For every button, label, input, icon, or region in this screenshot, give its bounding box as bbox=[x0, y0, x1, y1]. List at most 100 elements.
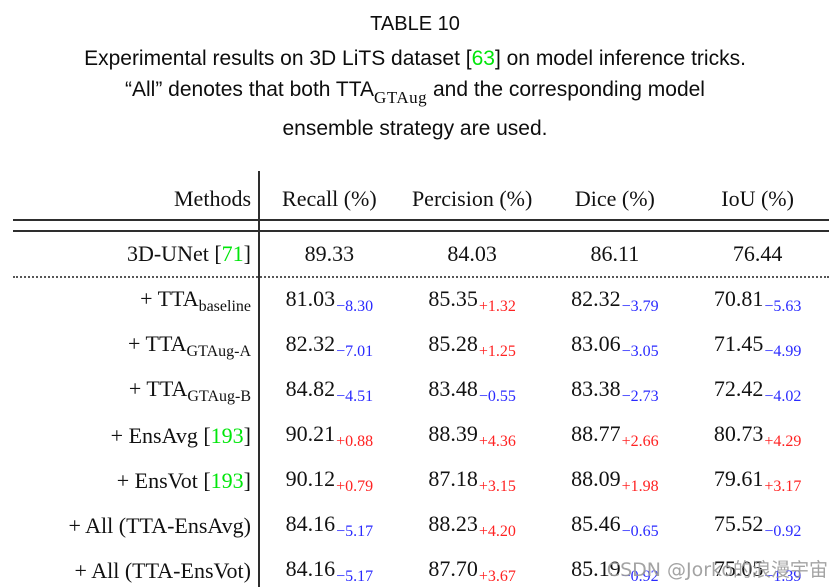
col-header-dice: Dice (%) bbox=[574, 186, 655, 211]
citation-ref: 71 bbox=[221, 241, 244, 266]
delta-value: +3.17 bbox=[764, 477, 802, 495]
delta-value: +1.98 bbox=[621, 477, 659, 495]
metric-value: 89.33 bbox=[304, 241, 355, 266]
metric-cell: 82.32−3.79 bbox=[544, 286, 687, 316]
metric-value: 75.05 bbox=[713, 555, 764, 581]
method-text: ] bbox=[243, 241, 251, 266]
dotted-rule bbox=[13, 276, 829, 278]
metric-value: 70.81 bbox=[713, 285, 764, 311]
table-body: + TTAbaseline 81.03−8.30 85.35+1.32 82.32−3… bbox=[13, 278, 829, 587]
metric-value: 86.11 bbox=[590, 241, 640, 266]
metric-cell: 84.82−4.51 bbox=[258, 376, 401, 406]
caption-text: ] on model inference tricks. bbox=[494, 47, 746, 70]
delta-value: −2.73 bbox=[621, 387, 659, 405]
metric-value: 83.38 bbox=[571, 375, 621, 401]
method-text: + EnsVot [ bbox=[116, 467, 211, 493]
metric-cell: 82.32−7.01 bbox=[258, 331, 401, 361]
method-label: + EnsVot [193] bbox=[13, 468, 258, 494]
delta-value: +4.29 bbox=[764, 432, 802, 450]
table-header-row: Methods Recall (%) Percision (%) Dice (%… bbox=[13, 172, 829, 219]
delta-value: −5.17 bbox=[336, 522, 374, 540]
metric-cell: 88.09+1.98 bbox=[544, 466, 687, 496]
metric-cell: 84.16−5.17 bbox=[258, 556, 401, 586]
metric-value: 84.16 bbox=[285, 510, 336, 536]
metric-cell: 87.18+3.15 bbox=[401, 466, 544, 496]
delta-value: −4.99 bbox=[764, 342, 802, 360]
metric-cell: 89.33 bbox=[258, 241, 401, 267]
metric-value: 76.44 bbox=[732, 241, 783, 266]
delta-value: +4.36 bbox=[478, 432, 516, 450]
caption-line-3: ensemble strategy are used. bbox=[282, 117, 548, 140]
metric-value: 87.70 bbox=[428, 555, 478, 581]
metric-cell: 79.61+3.17 bbox=[686, 466, 829, 496]
col-header-recall: Recall (%) bbox=[282, 186, 377, 211]
method-text: + All (TTA-EnsVot) bbox=[74, 557, 251, 583]
metric-value: 88.39 bbox=[428, 420, 478, 446]
metric-value: 81.03 bbox=[285, 285, 336, 311]
metric-cell: 84.16−5.17 bbox=[258, 511, 401, 541]
method-label: + TTAbaseline bbox=[13, 286, 258, 316]
metric-value: 84.03 bbox=[447, 241, 497, 266]
metric-value: 85.19 bbox=[571, 555, 621, 581]
metric-cell: 83.38−2.73 bbox=[544, 376, 687, 406]
metric-value: 88.23 bbox=[428, 510, 478, 536]
delta-value: −1.39 bbox=[764, 567, 802, 585]
metric-value: 83.48 bbox=[428, 375, 478, 401]
delta-value: −7.01 bbox=[336, 342, 374, 360]
metric-value: 88.77 bbox=[571, 420, 621, 446]
metric-value: 85.28 bbox=[428, 330, 478, 356]
method-text: + TTA bbox=[128, 375, 188, 401]
table-row: + TTAGTAug-A 82.32−7.01 85.28+1.25 83.06−3.… bbox=[13, 323, 829, 368]
metric-cell: 84.03 bbox=[401, 241, 544, 267]
table-row: + All (TTA-EnsAvg) 84.16−5.17 88.23+4.20 85… bbox=[13, 503, 829, 548]
delta-value: −4.51 bbox=[336, 387, 374, 405]
caption-line-1: Experimental results on 3D LiTS dataset … bbox=[0, 43, 830, 74]
method-subscript: GTAug-A bbox=[186, 342, 251, 360]
method-label: + TTAGTAug-A bbox=[13, 331, 258, 361]
double-rule bbox=[13, 219, 829, 232]
metric-cell: 88.39+4.36 bbox=[401, 421, 544, 451]
metric-cell: 85.28+1.25 bbox=[401, 331, 544, 361]
tta-gtaug-subscript: GTAug bbox=[374, 88, 428, 107]
delta-value: +0.88 bbox=[336, 432, 374, 450]
caption-text: “All” denotes that both TTA bbox=[125, 78, 375, 101]
table-row: 3D-UNet [71] 89.33 84.03 86.11 76.44 bbox=[13, 232, 829, 276]
baseline-row-section: 3D-UNet [71] 89.33 84.03 86.11 76.44 bbox=[13, 232, 829, 276]
metric-cell: 90.12+0.79 bbox=[258, 466, 401, 496]
delta-value: +4.20 bbox=[478, 522, 516, 540]
metric-cell: 85.19−0.92 bbox=[544, 556, 687, 586]
table-row: + EnsAvg [193] 90.21+0.88 88.39+4.36 88.77+… bbox=[13, 413, 829, 458]
delta-value: −5.17 bbox=[336, 567, 374, 585]
table-row: + All (TTA-EnsVot) 84.16−5.17 87.70+3.67 85… bbox=[13, 548, 829, 587]
method-label: 3D-UNet [71] bbox=[13, 241, 258, 267]
method-text: + TTA bbox=[128, 330, 187, 356]
metric-cell: 88.77+2.66 bbox=[544, 421, 687, 451]
method-subscript: GTAug-B bbox=[187, 387, 251, 405]
delta-value: −0.92 bbox=[621, 567, 659, 585]
delta-value: −0.55 bbox=[478, 387, 516, 405]
delta-value: +3.67 bbox=[478, 567, 516, 585]
metric-value: 80.73 bbox=[713, 420, 764, 446]
col-header-percision: Percision (%) bbox=[411, 186, 533, 211]
watermark: CSDN @Jorko的浪漫宇宙 bbox=[606, 559, 828, 581]
citation-ref: 193 bbox=[210, 422, 244, 448]
metric-cell: 86.11 bbox=[544, 241, 687, 267]
table-caption: TABLE 10 Experimental results on 3D LiTS… bbox=[0, 12, 830, 144]
metric-cell: 72.42−4.02 bbox=[686, 376, 829, 406]
method-text: 3D-UNet [ bbox=[126, 241, 222, 266]
table-row: + TTAbaseline 81.03−8.30 85.35+1.32 82.32−3… bbox=[13, 278, 829, 323]
method-text: ] bbox=[243, 422, 251, 448]
delta-value: −4.02 bbox=[764, 387, 802, 405]
delta-value: +1.32 bbox=[478, 297, 516, 315]
metric-cell: 81.03−8.30 bbox=[258, 286, 401, 316]
metric-cell: 76.44 bbox=[686, 241, 829, 267]
metric-cell: 83.06−3.05 bbox=[544, 331, 687, 361]
delta-value: −0.65 bbox=[621, 522, 659, 540]
metric-value: 88.09 bbox=[571, 465, 621, 491]
citation-ref-63: 63 bbox=[471, 47, 495, 70]
method-text: + TTA bbox=[140, 285, 199, 311]
method-text: ] bbox=[243, 467, 251, 493]
metric-cell: 75.52−0.92 bbox=[686, 511, 829, 541]
metric-cell: 85.46−0.65 bbox=[544, 511, 687, 541]
